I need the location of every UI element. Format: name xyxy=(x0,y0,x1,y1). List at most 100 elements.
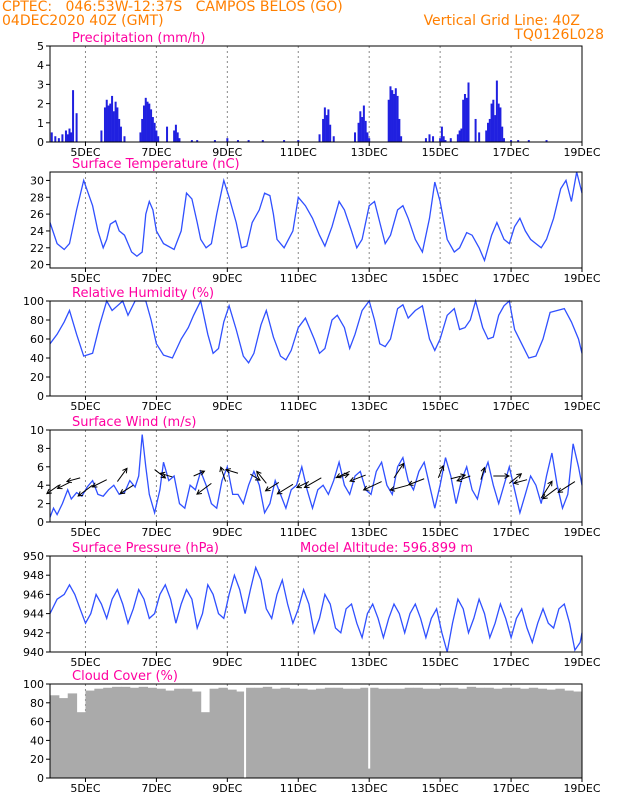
header-vertical-grid-line: Vertical Grid Line: 40Z xyxy=(423,13,580,29)
wind-arrow xyxy=(160,472,173,478)
wind-arrow-head xyxy=(159,471,166,478)
wind-arrow-head xyxy=(438,464,445,471)
cloud-bar xyxy=(422,688,432,778)
precip-bar xyxy=(368,138,371,142)
panel-1: 20 22 24 26 28 30 5DEC 7DEC 9DEC 11DEC 13DEC 15DEC 1… xyxy=(30,157,601,285)
precip-bar xyxy=(325,115,328,142)
x-tick-label: 11DEC xyxy=(280,272,317,285)
y-tick-label: 2 xyxy=(37,98,44,111)
precip-bar xyxy=(119,126,122,142)
panel-5: 0 20 40 60 80 100 5DEC 7DEC 9DEC 11DEC 13DEC 15DEC 1… xyxy=(23,669,601,795)
precip-bar xyxy=(196,140,199,142)
wind-arrow xyxy=(196,482,212,495)
y-tick-label: 2 xyxy=(37,498,44,511)
cloud-bar xyxy=(58,698,69,778)
wind-arrow-head xyxy=(219,466,225,473)
precip-bar xyxy=(72,90,75,142)
wind-arrow xyxy=(265,482,280,492)
precip-bar xyxy=(478,132,481,142)
wind-arrow xyxy=(225,469,239,474)
wind-arrow xyxy=(92,479,107,488)
x-tick-label: 15DEC xyxy=(422,526,459,539)
series-line xyxy=(49,434,583,518)
cloud-bar xyxy=(307,689,317,778)
precip-bar xyxy=(141,118,144,142)
x-tick-label: 11DEC xyxy=(280,400,317,413)
y-tick-label: 942 xyxy=(23,627,44,640)
y-tick-label: 946 xyxy=(23,588,44,601)
x-tick-label: 19DEC xyxy=(563,782,600,795)
y-tick-label: 26 xyxy=(30,208,44,221)
precip-bar xyxy=(366,132,369,142)
wind-arrow xyxy=(119,484,134,495)
precip-bar xyxy=(394,88,397,142)
y-tick-label: 3 xyxy=(37,78,44,91)
precip-bar xyxy=(61,134,64,142)
cloud-bar xyxy=(493,688,503,778)
x-tick-label: 17DEC xyxy=(493,782,530,795)
cloud-bar xyxy=(129,687,140,778)
cloud-bar xyxy=(378,688,388,778)
wind-arrow-head xyxy=(196,489,202,495)
precip-bar xyxy=(492,99,495,142)
wind-arrow xyxy=(256,471,267,484)
cloud-bar xyxy=(156,688,166,778)
wind-arrow-head xyxy=(254,475,261,481)
x-tick-label: 13DEC xyxy=(351,272,388,285)
y-tick-label: 30 xyxy=(30,174,44,187)
y-tick-label: 20 xyxy=(30,259,44,272)
cloud-bar xyxy=(537,688,548,778)
x-tick-label: 15DEC xyxy=(422,656,459,669)
precip-bar xyxy=(190,140,193,142)
precip-bar xyxy=(178,138,181,142)
y-tick-label: 948 xyxy=(23,569,44,582)
precip-bar xyxy=(458,130,461,142)
y-tick-label: 1 xyxy=(37,117,44,130)
cloud-bar xyxy=(147,687,157,778)
x-tick-label: 5DEC xyxy=(70,400,100,413)
x-tick-label: 11DEC xyxy=(280,782,317,795)
x-tick-label: 19DEC xyxy=(563,656,600,669)
y-tick-label: 40 xyxy=(30,352,44,365)
precip-bar xyxy=(123,136,126,142)
x-tick-label: 13DEC xyxy=(351,400,388,413)
precip-bar xyxy=(499,107,502,142)
x-tick-label: 7DEC xyxy=(141,400,171,413)
precip-bar xyxy=(332,136,335,142)
cloud-bar xyxy=(351,688,361,778)
x-tick-label: 9DEC xyxy=(212,146,242,159)
precip-bar xyxy=(176,132,179,142)
wind-arrow-head xyxy=(349,476,356,483)
wind-arrow xyxy=(277,483,294,495)
precip-bar xyxy=(50,132,53,142)
cloud-bar xyxy=(280,687,290,778)
x-tick-label: 19DEC xyxy=(563,400,600,413)
cloud-bar xyxy=(191,691,202,778)
wind-arrow-head xyxy=(335,473,342,479)
x-tick-label: 5DEC xyxy=(70,526,100,539)
x-tick-label: 9DEC xyxy=(212,400,242,413)
precip-bar xyxy=(449,138,452,142)
cloud-bar xyxy=(528,687,539,778)
precip-bar xyxy=(490,103,493,142)
wind-arrow xyxy=(193,470,205,477)
precip-bar xyxy=(283,140,286,142)
wind-arrow xyxy=(450,474,466,480)
wind-arrow xyxy=(437,465,444,479)
precip-bar xyxy=(139,132,142,142)
panel-title: Cloud Cover (%) xyxy=(72,669,178,684)
precip-bar xyxy=(213,140,216,142)
wind-arrow-head xyxy=(264,486,271,492)
y-tick-label: 6 xyxy=(37,461,44,474)
precip-bar xyxy=(114,101,117,142)
x-tick-label: 17DEC xyxy=(493,400,530,413)
y-tick-label: 22 xyxy=(30,242,44,255)
panel-title: Relative Humidity (%) xyxy=(72,286,214,301)
wind-arrow-head xyxy=(480,466,487,473)
wind-arrow xyxy=(336,470,350,478)
wind-arrow-head xyxy=(512,479,519,485)
wind-arrow-head xyxy=(295,483,302,489)
x-tick-label: 13DEC xyxy=(351,526,388,539)
precip-bar xyxy=(323,107,326,142)
precip-bar xyxy=(111,95,114,142)
